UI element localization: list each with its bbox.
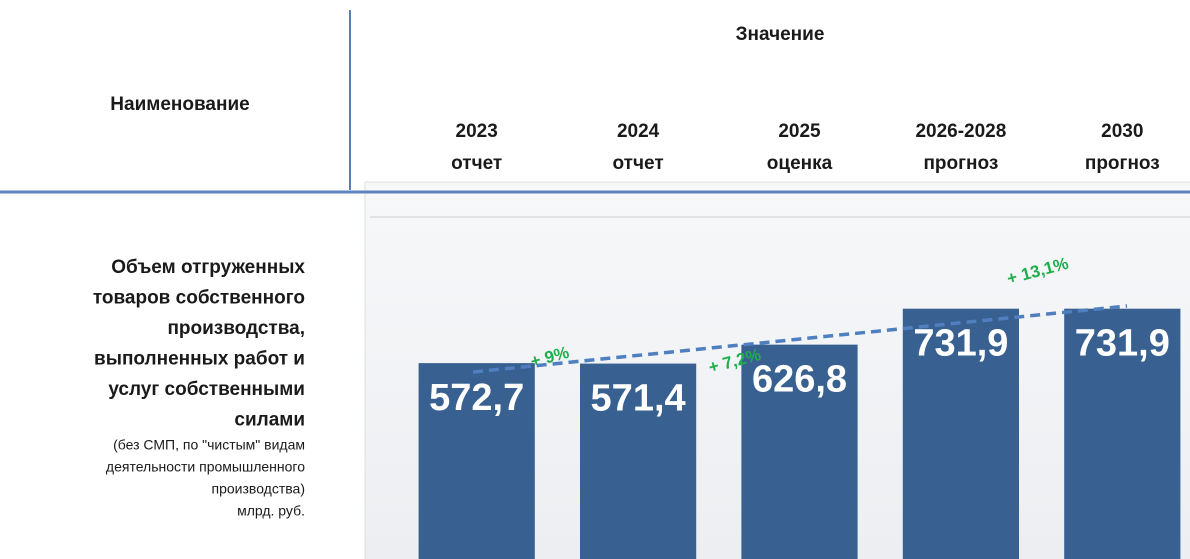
category-status: оценка [767,153,833,174]
bar [1064,308,1181,559]
bar [741,344,858,559]
category-year: 2026-2028 [915,121,1006,142]
row-note-line: производства) [212,481,305,497]
row-label-line: услуг собственными [108,379,305,400]
category-year: 2025 [778,121,821,142]
row-label-line: производства, [167,318,305,339]
category-year: 2024 [617,121,660,142]
value-label: 731,9 [913,323,1008,365]
bar [418,363,535,559]
category-year: 2023 [456,121,498,142]
value-label: 572,7 [429,377,524,419]
trend-line [472,304,1128,374]
row-label-line: Объем отгруженных [111,257,305,278]
bar [902,308,1020,559]
category-status: отчет [613,153,664,174]
row-note-line: млрд. руб. [237,503,305,519]
value-label: 626,8 [752,359,847,401]
row-label-line: выполненных работ и [94,349,305,370]
row-label-line: товаров собственного [93,288,305,309]
category-status: прогноз [923,153,998,174]
row-label-line: силами [234,410,305,431]
row-note-line: (без СМП, по "чистым" видам [113,437,305,453]
value-label: 571,4 [591,378,686,420]
name-header: Наименование [110,94,249,115]
row-label: Объем отгруженных товаров собственного про… [93,257,306,519]
value-header: Значение [736,24,825,45]
category-year: 2030 [1101,121,1143,142]
row-note-line: деятельности промышленного [106,459,305,475]
category-status: отчет [451,153,502,174]
category-status: прогноз [1085,153,1160,174]
bar [579,363,697,559]
value-label: 731,9 [1075,323,1170,365]
